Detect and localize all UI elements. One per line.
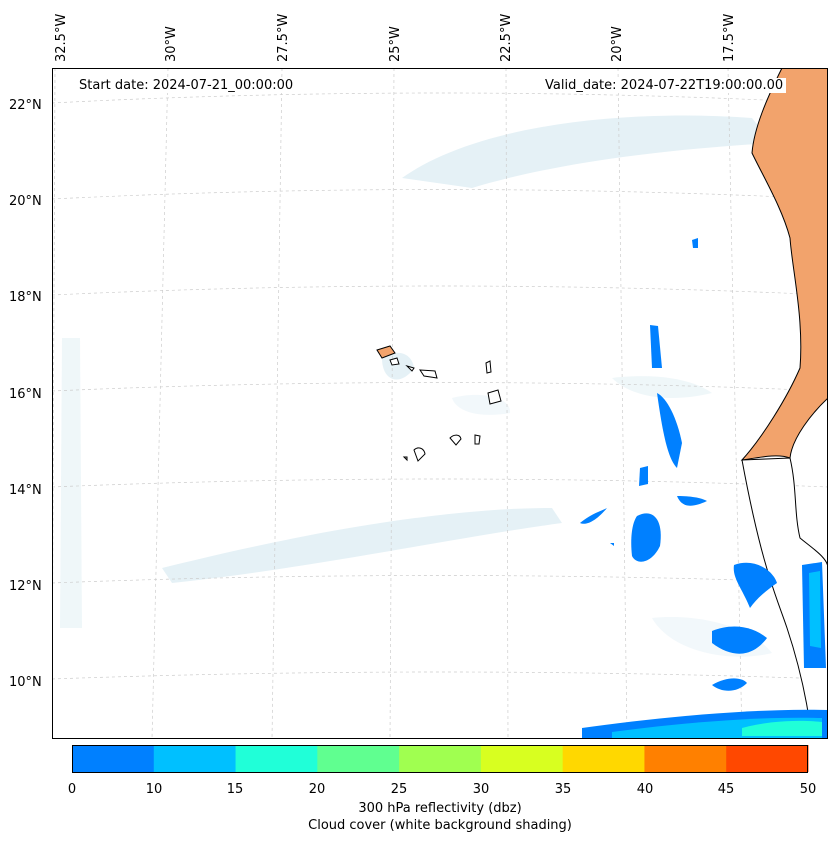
- lat-label-10n: 10°N: [9, 675, 42, 690]
- colorbar: [72, 745, 809, 773]
- colorbar-segment-0: [72, 745, 155, 772]
- colorbar-segment-3: [317, 745, 400, 772]
- colorbar-tick-0: 0: [67, 782, 77, 797]
- lon-label-32-5w: 32.5°W: [54, 13, 69, 62]
- colorbar-tick-30: 30: [472, 782, 490, 797]
- start-date-label: Start date: 2024-07-21_00:00:00: [76, 78, 297, 93]
- lat-label-12n: 12°N: [9, 579, 42, 594]
- lat-label-22n: 22°N: [9, 98, 42, 113]
- colorbar-tick-10: 10: [145, 782, 163, 797]
- colorbar-segment-6: [562, 745, 645, 772]
- lat-label-20n: 20°N: [9, 194, 42, 209]
- lon-label-30w: 30°W: [164, 26, 179, 62]
- lon-label-25w: 25°W: [388, 26, 403, 62]
- colorbar-tick-45: 45: [717, 782, 735, 797]
- colorbar-tick-40: 40: [636, 782, 654, 797]
- colorbar-segment-7: [644, 745, 727, 772]
- colorbar-segment-5: [480, 745, 564, 772]
- colorbar-segment-4: [399, 745, 482, 772]
- colorbar-segment-1: [153, 745, 237, 772]
- colorbar-border: [72, 745, 808, 773]
- forecast-map[interactable]: [52, 68, 828, 739]
- lon-label-17-5w: 17.5°W: [722, 13, 737, 62]
- colorbar-subtitle: Cloud cover (white background shading): [308, 818, 572, 833]
- reflectivity-echoes: [580, 238, 828, 739]
- colorbar-segment-2: [235, 745, 318, 772]
- colorbar-tick-25: 25: [390, 782, 408, 797]
- island-santo-antao: [376, 345, 396, 359]
- colorbar-title: 300 hPa reflectivity (dbz): [358, 801, 522, 816]
- colorbar-tick-50: 50: [799, 782, 817, 797]
- lon-label-22-5w: 22.5°W: [499, 13, 514, 62]
- colorbar-tick-15: 15: [226, 782, 244, 797]
- colorbar-segment-8: [726, 745, 809, 772]
- lat-label-14n: 14°N: [9, 483, 42, 498]
- colorbar-tick-20: 20: [308, 782, 326, 797]
- colorbar-tick-35: 35: [554, 782, 572, 797]
- lat-label-18n: 18°N: [9, 290, 42, 305]
- map-frame: [52, 68, 828, 739]
- lat-label-16n: 16°N: [9, 387, 42, 402]
- lon-label-20w: 20°W: [610, 26, 625, 62]
- valid-date-label: Valid_date: 2024-07-22T19:00:00.00: [542, 78, 787, 93]
- cape-verde-islands: [376, 345, 502, 462]
- lon-label-27-5w: 27.5°W: [276, 13, 291, 62]
